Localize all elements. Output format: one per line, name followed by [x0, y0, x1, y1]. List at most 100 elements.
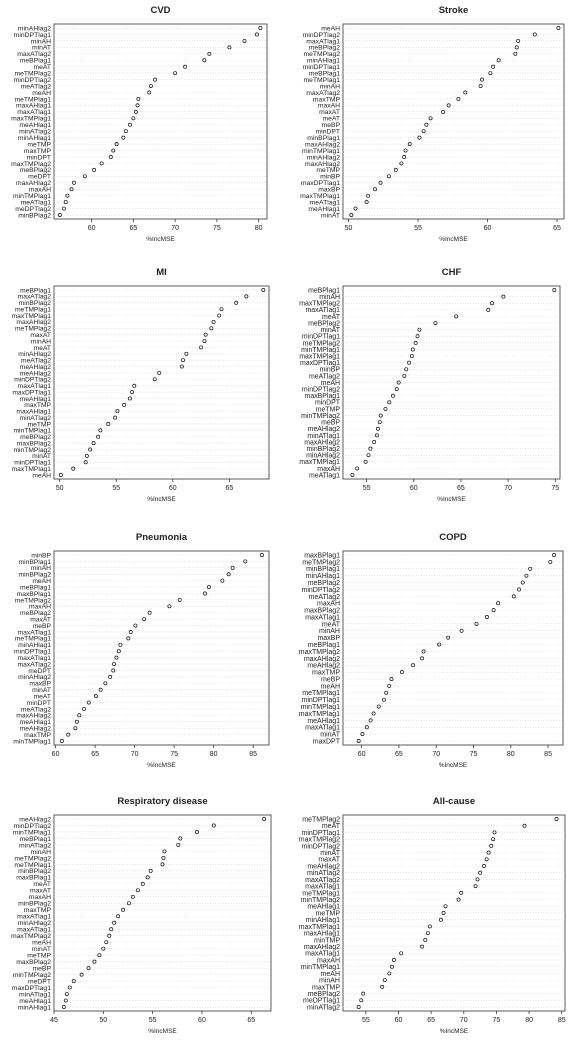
y-tick-label: meDPTlag2 [15, 206, 51, 213]
y-tick-label: meAH [32, 940, 51, 947]
y-tick-label: minTMPlag2 [13, 972, 51, 979]
y-tick-label: minAHlag1 [306, 573, 340, 580]
data-point [420, 944, 424, 949]
data-point [528, 566, 533, 571]
data-point [259, 553, 264, 557]
data-point [64, 992, 69, 996]
data-point [490, 301, 495, 306]
y-tick-label: meAT [322, 823, 341, 830]
chart-title: All-cause [433, 796, 475, 807]
y-tick-label: maxBPlag2 [16, 959, 51, 966]
y-tick-label: maxTMP [24, 148, 52, 155]
y-tick-label: minTMPlag1 [13, 738, 51, 745]
data-point [84, 453, 89, 458]
data-point [243, 559, 248, 564]
data-point [514, 45, 519, 50]
y-tick-label: meAH [32, 578, 51, 585]
chart-panel-3: MImeBPlag1maxATlag2minBPlag2meTMPlag1max… [12, 267, 270, 503]
chart-panel-6: COPD maxBPlag1meTMPlag2minBPlag1minAHlag1… [299, 532, 564, 769]
data-point [359, 998, 364, 1003]
data-point [522, 823, 527, 828]
y-tick-label: meBPlag1 [20, 836, 52, 843]
data-point [74, 719, 79, 724]
y-tick-label: minBPlag2 [19, 300, 52, 307]
y-tick-label: meTMPlag1 [15, 96, 52, 103]
y-tick-label: minAH [319, 628, 340, 635]
data-point [152, 377, 157, 382]
y-tick-label: maxATlag1 [18, 383, 52, 390]
x-tick-label: 80 [210, 751, 218, 758]
data-point [108, 674, 113, 679]
data-point [108, 155, 113, 159]
data-point [382, 978, 387, 983]
x-tick-label: 85 [249, 751, 257, 758]
y-tick-label: minBPlag1 [19, 559, 52, 566]
y-tick-label: meBPlag1 [308, 642, 340, 649]
data-point [394, 387, 399, 392]
y-tick-label: minAHlag2 [306, 453, 340, 460]
y-tick-label: maxAHlag2 [16, 180, 51, 187]
y-tick-label: maxAHlag2 [304, 944, 340, 951]
y-tick-label: meAH [32, 472, 51, 479]
data-point [211, 319, 216, 324]
data-point [107, 933, 112, 938]
y-tick-label: minTMPlag1 [301, 704, 340, 711]
y-tick-label: meTMP [316, 167, 340, 174]
data-point [206, 585, 211, 590]
data-point [425, 931, 430, 936]
y-tick-label: minAH [320, 83, 340, 90]
y-tick-label: minBPlag2 [307, 446, 341, 453]
y-tick-label: minTMPlag2 [301, 413, 340, 420]
y-tick-label: maxTMPlag2 [299, 649, 340, 656]
y-tick-label: meAT [34, 693, 51, 700]
data-point [492, 830, 497, 835]
y-tick-label: meAH [32, 90, 51, 97]
data-point [121, 135, 126, 140]
data-point [147, 90, 152, 95]
data-point [92, 167, 97, 172]
data-point [378, 413, 383, 418]
x-tick-label: 75 [493, 1017, 501, 1024]
data-point [227, 45, 232, 50]
data-point [433, 321, 438, 325]
x-tick-label: 60 [358, 751, 366, 758]
y-tick-label: maxATlag1 [17, 914, 51, 921]
x-tick-label: 60 [169, 485, 177, 492]
plot-frame [342, 23, 565, 220]
y-tick-label: maxAHlag2 [304, 439, 340, 446]
y-tick-label: maxAT [30, 616, 51, 623]
y-tick-label: maxATlag2 [306, 90, 340, 97]
y-tick-label: meATlag1 [310, 199, 341, 206]
y-tick-label: meAT [322, 314, 341, 321]
data-point [86, 700, 91, 705]
y-tick-label: meTMPlag2 [15, 326, 51, 333]
y-tick-label: maxAH [29, 187, 51, 194]
data-point [123, 129, 128, 134]
y-tick-label: meAHlag1 [307, 718, 340, 725]
data-point [375, 426, 380, 431]
y-tick-label: meTMPlag2 [302, 559, 340, 566]
x-axis-label: %IncMSE [147, 762, 176, 769]
y-tick-label: meTMPlag2 [303, 340, 340, 347]
y-tick-label: minDPT [27, 700, 51, 707]
y-tick-label: meBP [321, 676, 340, 683]
y-tick-label: meBP [32, 965, 51, 972]
data-point [478, 84, 483, 88]
y-tick-label: minAT [321, 212, 340, 219]
data-point [393, 167, 398, 172]
data-point [361, 991, 366, 996]
data-point [127, 901, 131, 906]
plot-frame [342, 814, 566, 1012]
y-tick-label: meBPlag2 [308, 320, 340, 327]
data-point [234, 300, 239, 305]
data-point [484, 615, 489, 619]
y-tick-label: meTMPlag1 [14, 862, 51, 869]
data-point [511, 594, 516, 599]
y-tick-label: meAHlag1 [19, 998, 51, 1005]
y-tick-label: meTMP [27, 953, 51, 960]
y-tick-label: meBPlag2 [20, 434, 51, 441]
data-point [456, 96, 461, 101]
y-tick-label: maxTMPlag2 [11, 933, 51, 940]
y-tick-label: maxTMPlag1 [299, 924, 340, 931]
y-tick-label: meBPlag2 [20, 167, 51, 174]
